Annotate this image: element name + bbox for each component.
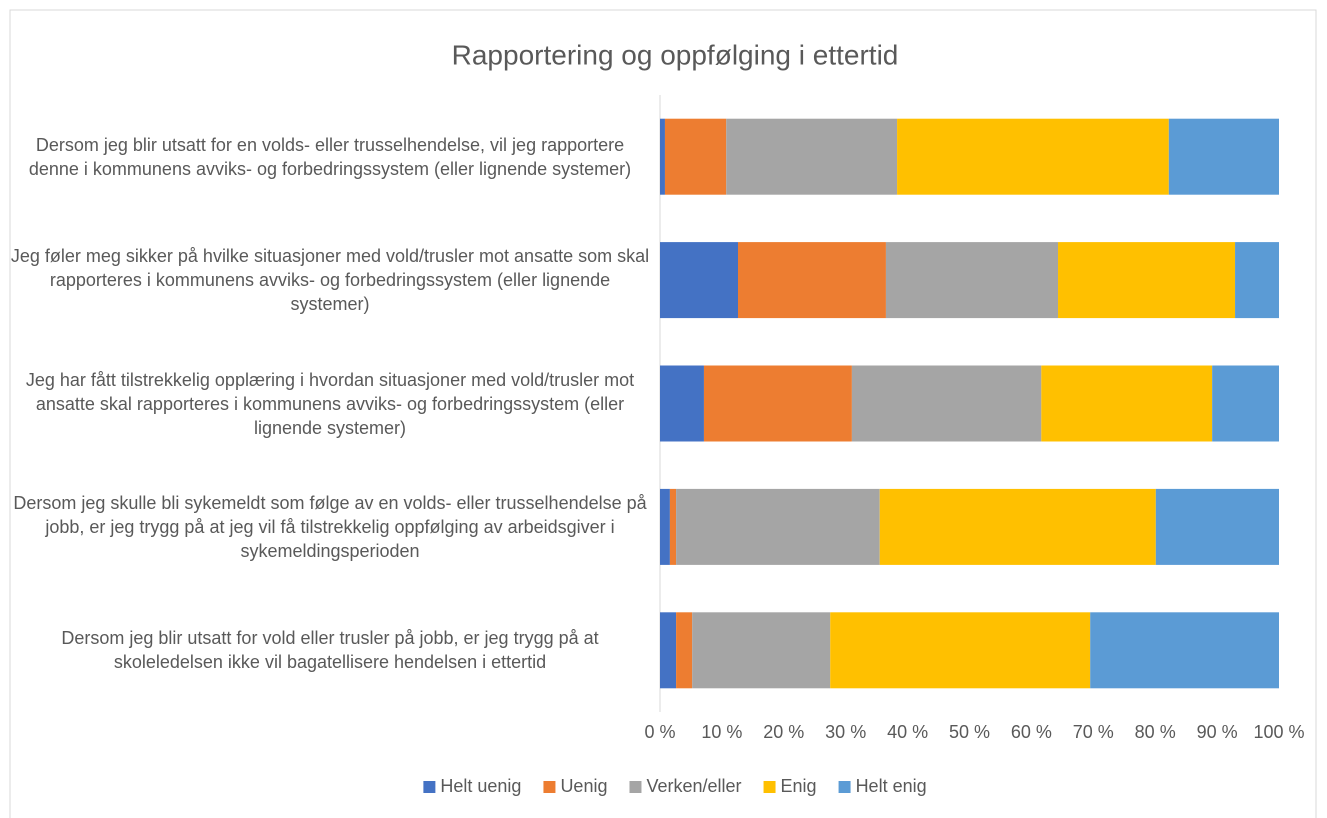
bar-segment bbox=[726, 118, 898, 195]
bar-segment bbox=[660, 612, 677, 689]
x-tick-label: 90 % bbox=[1197, 722, 1238, 742]
bar-segment bbox=[669, 488, 677, 565]
bar-segment bbox=[660, 365, 704, 442]
legend-swatch bbox=[423, 781, 436, 793]
bar-segment bbox=[1212, 365, 1279, 442]
bar-segment bbox=[1155, 488, 1279, 565]
bar-segment bbox=[879, 488, 1156, 565]
y-tick-label: Dersom jeg blir utsatt for en volds- ell… bbox=[28, 134, 632, 179]
chart-title: Rapportering og oppfølging i ettertid bbox=[452, 39, 899, 70]
legend-label: Verken/eller bbox=[646, 776, 741, 796]
x-tick-label: 70 % bbox=[1073, 722, 1114, 742]
bar-segment bbox=[664, 118, 727, 195]
legend-label: Enig bbox=[781, 776, 817, 796]
legend-label: Helt enig bbox=[856, 776, 927, 796]
bar-segment bbox=[703, 365, 852, 442]
x-tick-label: 40 % bbox=[887, 722, 928, 742]
y-tick-label: Jeg føler meg sikker på hvilke situasjon… bbox=[10, 246, 650, 315]
bar-segment bbox=[1058, 242, 1236, 319]
x-tick-label: 80 % bbox=[1135, 722, 1176, 742]
y-tick-label: Dersom jeg blir utsatt for vold eller tr… bbox=[61, 628, 599, 673]
legend-swatch bbox=[763, 781, 776, 793]
bar-segment bbox=[676, 488, 880, 565]
bar-segment bbox=[737, 242, 886, 319]
bar-segment bbox=[660, 242, 738, 319]
bar-segment bbox=[885, 242, 1059, 319]
x-tick-label: 100 % bbox=[1253, 722, 1304, 742]
x-tick-label: 0 % bbox=[644, 722, 675, 742]
chart-frame bbox=[9, 9, 1317, 818]
x-tick-label: 60 % bbox=[1011, 722, 1052, 742]
bar-segment bbox=[1235, 242, 1279, 319]
legend-swatch bbox=[838, 781, 851, 793]
x-tick-label: 50 % bbox=[949, 722, 990, 742]
bar-segment bbox=[692, 612, 831, 689]
bar-segment bbox=[676, 612, 693, 689]
legend-label: Uenig bbox=[560, 776, 607, 796]
bar-segment bbox=[660, 488, 670, 565]
x-tick-label: 30 % bbox=[825, 722, 866, 742]
bar-segment bbox=[1041, 365, 1213, 442]
bar-segment bbox=[851, 365, 1042, 442]
legend-label: Helt uenig bbox=[440, 776, 521, 796]
y-tick-label: Dersom jeg skulle bli sykemeldt som følg… bbox=[13, 492, 647, 561]
legend-swatch bbox=[543, 781, 556, 793]
x-tick-label: 20 % bbox=[763, 722, 804, 742]
bar-segment bbox=[830, 612, 1091, 689]
bar-segment bbox=[897, 118, 1169, 195]
y-tick-label: Jeg har fått tilstrekkelig opplæring i h… bbox=[25, 369, 635, 438]
bar-segment bbox=[660, 118, 665, 195]
bar-segment bbox=[1168, 118, 1279, 195]
x-tick-label: 10 % bbox=[701, 722, 742, 742]
legend-swatch bbox=[629, 781, 642, 793]
bar-segment bbox=[1090, 612, 1279, 689]
